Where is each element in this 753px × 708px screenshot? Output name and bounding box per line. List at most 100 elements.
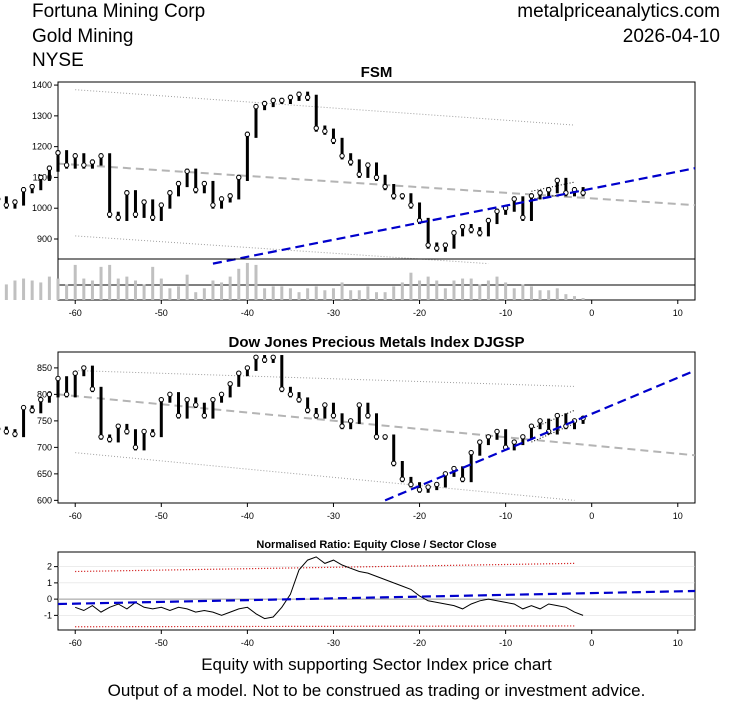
fsm-volume-bar <box>452 280 456 300</box>
fsm-volume-bar <box>435 280 439 300</box>
fsm-volume-bar <box>168 288 172 300</box>
fsm-y-tick-label: 1200 <box>32 142 52 152</box>
fsm-trend-line <box>212 167 696 265</box>
fsm-channel-upper <box>75 89 575 126</box>
djgsp-close-marker <box>391 460 397 466</box>
fsm-volume-bar <box>288 288 292 300</box>
fsm-close-marker <box>434 245 440 251</box>
fsm-volume-bar <box>331 288 335 300</box>
djgsp-close-marker <box>218 391 225 398</box>
fsm-close-marker <box>218 196 225 202</box>
djgsp-close-marker <box>29 407 35 413</box>
djgsp-trend-line <box>384 369 696 502</box>
industry-name: Gold Mining <box>32 25 134 47</box>
djgsp-y-tick-label: 700 <box>37 442 52 452</box>
djgsp-close-marker <box>141 428 147 435</box>
djgsp-close-marker <box>167 391 173 398</box>
fsm-volume-bar <box>177 286 181 300</box>
fsm-close-marker <box>193 187 199 193</box>
fsm-close-marker <box>391 193 397 199</box>
fsm-volume-bar <box>547 290 551 300</box>
fsm-volume-bar <box>495 276 499 300</box>
djgsp-x-tick-label: -20 <box>413 511 426 521</box>
ratio-plot-frame <box>57 551 696 631</box>
djgsp-close-marker <box>399 476 406 482</box>
fsm-volume-bar <box>185 274 189 300</box>
fsm-x-tick-label: -40 <box>241 308 254 318</box>
djgsp-close-marker <box>528 423 535 429</box>
djgsp-close-marker <box>339 423 345 429</box>
fsm-volume-bar <box>22 278 26 300</box>
djgsp-close-marker <box>244 365 251 371</box>
fsm-x-tick-label: -60 <box>69 308 82 318</box>
fsm-close-marker <box>29 183 35 190</box>
fsm-close-marker <box>304 94 311 101</box>
djgsp-x-tick-label: -10 <box>499 511 512 521</box>
fsm-close-marker <box>459 223 466 230</box>
fsm-volume-bar <box>478 284 482 300</box>
fsm-x-tick-label: 10 <box>673 308 683 318</box>
fsm-volume-bar <box>426 276 430 300</box>
djgsp-plot-frame <box>57 351 696 504</box>
djgsp-channel-lower <box>75 452 575 501</box>
djgsp-close-marker <box>124 428 130 435</box>
djgsp-close-marker <box>511 439 517 445</box>
fsm-close-marker <box>425 242 431 248</box>
ratio-x-tick-label: -50 <box>155 638 168 648</box>
ratio-y-tick-label: -1 <box>44 610 52 620</box>
djgsp-close-marker <box>365 412 371 419</box>
fsm-volume-bar <box>82 278 86 300</box>
djgsp-close-marker <box>132 444 139 451</box>
djgsp-y-tick-label: 800 <box>37 389 52 399</box>
fsm-close-marker <box>132 211 139 218</box>
ratio-x-tick-label: 10 <box>673 638 683 648</box>
fsm-volume-bar <box>237 268 241 300</box>
fsm-close-marker <box>184 168 190 174</box>
djgsp-x-tick-label: -60 <box>69 511 82 521</box>
fsm-close-marker <box>46 165 53 171</box>
fsm-volume-bar <box>228 276 232 300</box>
fsm-close-marker <box>313 125 319 131</box>
fsm-volume-bar <box>116 278 120 300</box>
djgsp-y-tick-label: 650 <box>37 469 52 479</box>
fsm-volume-bar <box>581 298 585 300</box>
djgsp-close-marker <box>12 431 18 437</box>
djgsp-close-marker <box>55 375 61 382</box>
djgsp-close-marker <box>347 418 354 424</box>
fsm-volume-bar <box>443 288 447 300</box>
djgsp-close-marker <box>38 396 44 403</box>
fsm-volume-bar <box>56 278 60 300</box>
fsm-x-tick-label: -50 <box>155 308 168 318</box>
djgsp-close-marker <box>554 412 560 419</box>
fsm-volume-bar <box>504 282 508 300</box>
djgsp-close-marker <box>304 407 311 413</box>
fsm-close-marker <box>330 137 337 144</box>
fsm-volume-bar <box>73 264 77 300</box>
fsm-close-marker <box>520 214 526 221</box>
djgsp-x-tick-label: 10 <box>673 511 683 521</box>
djgsp-close-marker <box>72 370 78 376</box>
fsm-close-marker <box>545 187 552 193</box>
djgsp-close-marker <box>261 357 268 363</box>
fsm-close-marker <box>554 177 560 184</box>
djgsp-close-marker <box>330 412 337 419</box>
fsm-volume-bar <box>572 296 576 300</box>
djgsp-close-marker <box>279 386 285 392</box>
fsm-close-marker <box>106 211 113 218</box>
djgsp-close-marker <box>313 412 319 419</box>
fsm-volume-bar <box>555 288 559 300</box>
fsm-volume-bar <box>13 280 17 300</box>
fsm-volume-bar <box>357 290 361 300</box>
djgsp-close-marker <box>416 487 423 493</box>
ratio-y-tick-label: 1 <box>47 578 52 588</box>
fsm-close-marker <box>270 97 276 104</box>
fsm-regression-line <box>57 162 696 207</box>
djgsp-close-marker <box>46 391 53 398</box>
ratio-x-tick-label: -60 <box>69 638 82 648</box>
djgsp-close-marker <box>434 481 440 488</box>
fsm-close-marker <box>261 100 268 107</box>
fsm-close-marker <box>296 91 302 98</box>
djgsp-y-tick-label: 850 <box>37 363 52 373</box>
fsm-close-marker <box>382 183 388 190</box>
